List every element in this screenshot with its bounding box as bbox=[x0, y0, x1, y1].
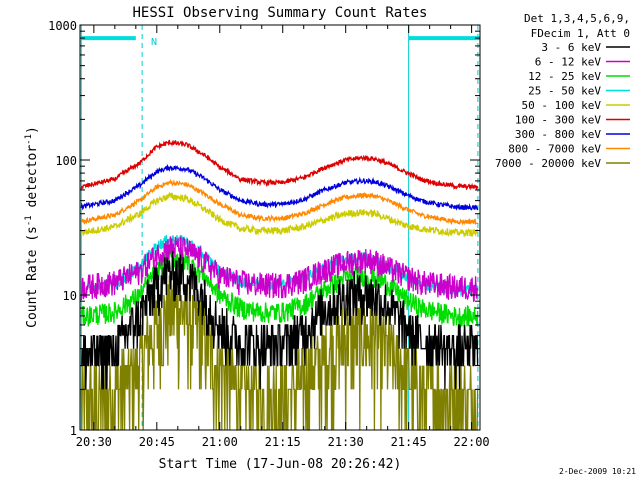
series-line-4 bbox=[80, 191, 479, 237]
series-line-0 bbox=[81, 250, 479, 390]
legend-label-7: 800 - 7000 keV bbox=[508, 143, 601, 156]
series-line-7 bbox=[80, 178, 478, 226]
legend: Det 1,3,4,5,6,9, FDecim 1, Att 0 3 - 6 k… bbox=[495, 12, 630, 170]
chart-title: HESSI Observing Summary Count Rates bbox=[132, 5, 427, 21]
x-tick-label-2: 21:00 bbox=[202, 435, 238, 449]
legend-label-5: 100 - 300 keV bbox=[515, 114, 601, 127]
y-tick-label-3: 1000 bbox=[48, 19, 77, 33]
y-tick-label-2: 100 bbox=[55, 154, 77, 168]
series-line-6 bbox=[80, 163, 479, 211]
annotation-n: N bbox=[151, 37, 157, 48]
legend-label-2: 12 - 25 keV bbox=[528, 70, 601, 83]
plot-frame bbox=[79, 24, 481, 431]
x-axis-label: Start Time (17-Jun-08 20:26:42) bbox=[159, 457, 402, 472]
y-label-part-2: detector bbox=[25, 145, 40, 216]
legend-label-1: 6 - 12 keV bbox=[535, 56, 602, 69]
series-line-5 bbox=[80, 139, 479, 191]
y-tick-label-0: 1 bbox=[70, 424, 77, 438]
x-tick-label-1: 20:45 bbox=[139, 435, 175, 449]
axis-ticks: 20:30 20:45 21:00 21:15 21:30 21:45 22:00 1 10 10… bbox=[48, 19, 490, 449]
x-tick-label-6: 22:00 bbox=[454, 435, 490, 449]
legend-label-4: 50 - 100 keV bbox=[522, 99, 602, 112]
y-label-sup-1: -1 bbox=[24, 215, 34, 226]
y-tick-label-1: 10 bbox=[63, 289, 77, 303]
y-label-sup-2: -1 bbox=[24, 134, 34, 145]
y-label-part-1: Count Rate (s bbox=[25, 226, 40, 328]
x-tick-label-0: 20:30 bbox=[76, 435, 112, 449]
legend-label-8: 7000 - 20000 keV bbox=[495, 157, 601, 170]
x-tick-label-5: 21:45 bbox=[391, 435, 427, 449]
legend-label-3: 25 - 50 keV bbox=[528, 85, 601, 98]
y-axis-label: Count Rate (s-1 detector-1) bbox=[24, 126, 40, 328]
series-line-1 bbox=[80, 236, 479, 303]
footer-date: 2-Dec-2009 10:21 bbox=[559, 467, 636, 476]
legend-header-2: FDecim 1, Att 0 bbox=[531, 27, 630, 40]
legend-label-0: 3 - 6 keV bbox=[541, 41, 601, 54]
y-label-part-3: ) bbox=[25, 126, 40, 134]
legend-header-1: Det 1,3,4,5,6,9, bbox=[524, 12, 630, 25]
series-lines bbox=[80, 139, 479, 431]
x-tick-label-3: 21:15 bbox=[265, 435, 301, 449]
legend-label-6: 300 - 800 keV bbox=[515, 128, 601, 141]
x-tick-label-4: 21:30 bbox=[328, 435, 364, 449]
